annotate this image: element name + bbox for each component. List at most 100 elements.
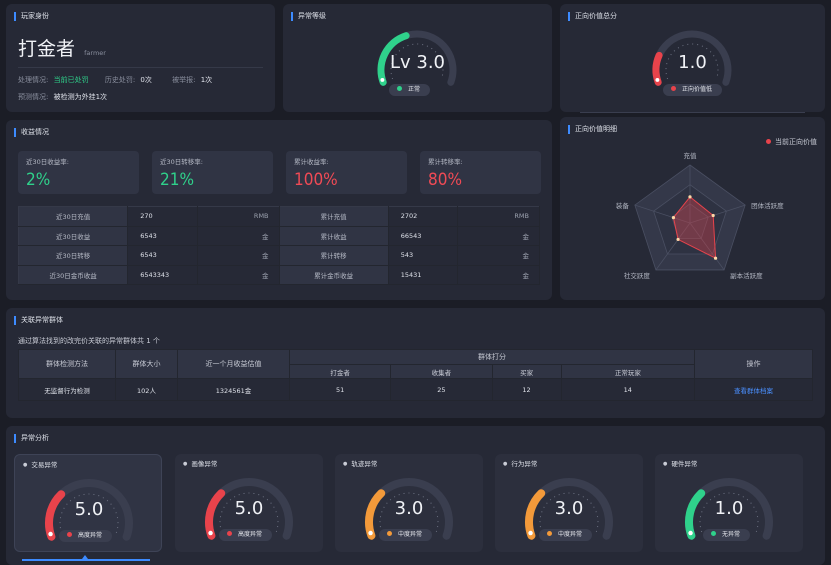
- handle-label: 处理情况:: [18, 76, 49, 84]
- gauge-status-pill: 高度异常: [59, 530, 113, 542]
- table-cell: RMB: [197, 206, 280, 227]
- header-sub: 买家: [491, 364, 562, 379]
- table-cell: 金: [457, 245, 540, 266]
- table-cell: 6543: [127, 245, 198, 266]
- positive-total-panel: 正向价值总分 1.0 正向价值低: [560, 4, 825, 112]
- gauge-card-hardware[interactable]: 硬件异常 1.0 无异常: [655, 454, 803, 552]
- gauge-card-portrait[interactable]: 画像异常 5.0 高度异常: [175, 454, 323, 552]
- gauge-card-track[interactable]: 轨迹异常 3.0 中度异常: [335, 454, 483, 552]
- header-size: 群体大小: [115, 349, 178, 379]
- table-cell: 1324561金: [177, 378, 290, 401]
- gauge-value: 1.0: [714, 498, 744, 519]
- legend-dot-icon: [766, 139, 771, 144]
- gauge-ticks: [699, 492, 759, 533]
- header-sub: 打金者: [288, 364, 392, 379]
- gauge-chart: [365, 478, 453, 540]
- gauge-status-pill: 无异常: [703, 529, 751, 541]
- view-group-profile-link[interactable]: 查看群体档案: [734, 386, 773, 395]
- gauge-status-pill: 高度异常: [219, 529, 273, 541]
- header-sub: 收集者: [390, 364, 493, 379]
- table-cell: 66543: [388, 226, 459, 246]
- status-dot-icon: [227, 531, 232, 536]
- positive-total-pill: 正向价值低: [663, 84, 723, 96]
- table-header-row: 打金者 收集者 买家 正常玩家: [19, 364, 813, 379]
- predict-value: 被检测为外挂1次: [53, 93, 108, 101]
- gauge-value: 5.0: [74, 499, 104, 520]
- status-dot-icon: [711, 531, 716, 536]
- gauge-title: 交易异常: [23, 459, 57, 469]
- gauge-status-pill: 中度异常: [539, 529, 593, 541]
- radar-series: [672, 196, 717, 260]
- status-dot-icon: [387, 531, 392, 536]
- identity-row-2: 预测情况: 被检测为外挂1次: [18, 92, 107, 102]
- gauge-head: [48, 531, 53, 537]
- groups-table: 群体检测方法 群体大小 近一个月收益估值 群体打分 操作 打金者 收集者 买家 …: [18, 349, 813, 401]
- gauge-status: 中度异常: [398, 531, 423, 538]
- predict-label: 预测情况:: [18, 93, 49, 101]
- player-name-block: 打金者 farmer: [18, 34, 106, 61]
- radar-point: [688, 195, 692, 199]
- table-cell: 6543: [127, 226, 198, 246]
- table-row: 近30日收益 6543 金 累计收益 66543 金: [18, 226, 540, 246]
- selected-indicator: [22, 559, 150, 561]
- gauge-title: 硬件异常: [663, 458, 697, 468]
- status-dot-icon: [67, 532, 72, 537]
- identity-panel: 玩家身份 打金者 farmer 处理情况: 当前已处罚 历史处罚: 0次 被举报…: [6, 4, 275, 112]
- positive-total-status: 正向价值低: [682, 86, 713, 93]
- table-cell: 金: [457, 265, 540, 285]
- table-cell: 近30日转移: [18, 245, 129, 266]
- status-dot-icon: [547, 531, 552, 536]
- table-row: 近30日充值 270 RMB 累计充值 2702 RMB: [18, 206, 540, 227]
- radar-axis: [689, 204, 746, 224]
- gauge-chart: [45, 479, 133, 541]
- positive-detail-title: 正向价值明细: [568, 125, 617, 134]
- income-panel: 收益情况 近30日收益率: 2% 近30日转移率: 21% 累计收益率: 100…: [6, 120, 552, 300]
- report-label: 被举报:: [172, 76, 196, 84]
- table-row: 近30日金币收益 6543343 金 累计金币收益 15431 金: [18, 265, 540, 285]
- gauge-status: 无异常: [722, 531, 741, 538]
- income-card-2: 近30日转移率: 21%: [152, 151, 273, 194]
- gauge-chart: [685, 478, 773, 540]
- groups-panel: 关联异常群体 通过算法找到的改完价关联的异常群体共 1 个 群体检测方法 群体大…: [6, 308, 825, 418]
- gauge-fill: [377, 32, 410, 86]
- positive-total-value: 1.0: [678, 52, 707, 73]
- gauge-ticks: [219, 492, 279, 533]
- table-cell: 金: [197, 226, 280, 246]
- status-dot-icon: [397, 86, 402, 91]
- level-status: 正常: [408, 86, 421, 93]
- income-card-value: 80%: [428, 170, 462, 190]
- gauge-ticks: [539, 492, 599, 533]
- gauge-card-trade[interactable]: 交易异常 5.0 高度异常: [14, 454, 162, 552]
- table-cell: 无监督行为检测: [18, 378, 116, 401]
- table-cell: 近30日金币收益: [18, 265, 129, 285]
- header-income: 近一个月收益估值: [177, 349, 290, 379]
- gauge-card-behavior[interactable]: 行为异常 3.0 中度异常: [495, 454, 643, 552]
- radar-point: [713, 256, 718, 260]
- report-value: 1次: [200, 76, 213, 84]
- radar-axis-label: 副本活跃度: [730, 271, 763, 280]
- income-card-4: 累计转移率: 80%: [420, 151, 541, 194]
- positive-total-title: 正向价值总分: [568, 12, 617, 21]
- table-cell: 近30日收益: [18, 226, 129, 246]
- table-cell: 累计转移: [279, 245, 389, 266]
- table-cell: 6543343: [127, 265, 198, 285]
- player-name-en: farmer: [84, 49, 106, 57]
- income-title: 收益情况: [14, 128, 49, 137]
- groups-title: 关联异常群体: [14, 316, 63, 325]
- gauge-value: 5.0: [234, 498, 264, 519]
- income-table: 近30日充值 270 RMB 累计充值 2702 RMB 近30日收益 6543…: [18, 206, 540, 285]
- gauge-head: [368, 530, 373, 536]
- header-method: 群体检测方法: [18, 349, 116, 379]
- income-card-1: 近30日收益率: 2%: [18, 151, 139, 194]
- table-row: 近30日转移 6543 金 累计转移 543 金: [18, 245, 540, 266]
- table-cell: 14: [560, 378, 696, 401]
- gauge-chart: [205, 478, 293, 540]
- header-sub: 正常玩家: [560, 364, 696, 379]
- level-status-pill: 正常: [389, 84, 431, 96]
- income-card-value: 21%: [160, 170, 194, 190]
- gauge-ticks: [390, 43, 444, 80]
- table-cell: 累计金币收益: [279, 265, 389, 285]
- radar-point: [676, 237, 680, 242]
- table-cell: 25: [390, 378, 493, 401]
